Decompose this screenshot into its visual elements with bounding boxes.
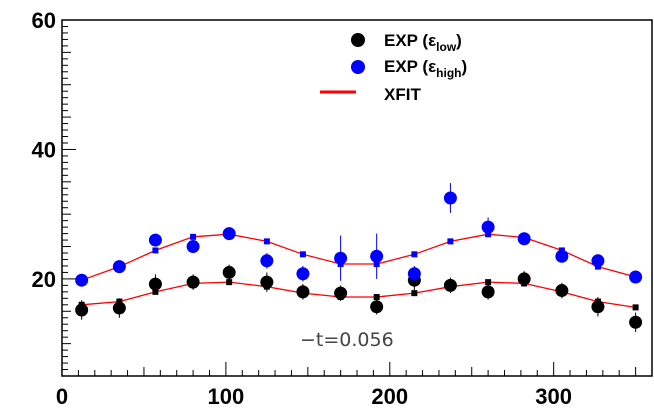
data-point-high	[481, 220, 495, 234]
y-tick-label: 40	[32, 137, 56, 162]
data-point-high	[370, 249, 384, 263]
data-point-low	[334, 286, 348, 300]
legend-label-fit: XFIT	[384, 85, 421, 104]
axes: 0 100 200 300 20 40 60	[32, 8, 653, 409]
data-point-low	[112, 301, 126, 315]
data-point-high	[591, 254, 605, 268]
fit-point-high	[190, 233, 197, 240]
fit-curve-high	[81, 233, 636, 281]
fit-point-high	[299, 251, 306, 258]
fit-point-high	[263, 238, 270, 245]
data-point-low	[296, 285, 310, 299]
fit-curve-low	[81, 281, 636, 309]
legend-label-low: EXP (εlow)	[384, 31, 462, 54]
data-point-low	[260, 275, 274, 289]
data-point-high	[222, 227, 236, 241]
data-point-low	[148, 277, 162, 291]
fit-point-low	[411, 290, 418, 297]
data-point-high	[260, 254, 274, 268]
data-point-low	[517, 272, 531, 286]
data-point-high	[443, 191, 457, 205]
legend-marker-low	[351, 33, 365, 47]
data-point-high	[629, 270, 643, 284]
t-annotation: −t=0.056	[300, 329, 394, 351]
data-point-low	[75, 303, 89, 317]
legend: EXP (εlow) EXP (εhigh) XFIT	[320, 31, 467, 104]
fit-curves	[78, 231, 639, 311]
data-point-low	[186, 275, 200, 289]
x-tick-label: 200	[371, 384, 408, 409]
fit-point-low	[632, 304, 639, 311]
data-point-low	[591, 300, 605, 314]
legend-marker-high	[351, 60, 365, 74]
fit-point-low	[373, 294, 380, 301]
data-point-high	[334, 251, 348, 265]
fit-point-high	[411, 251, 418, 258]
data-point-high	[186, 240, 200, 254]
data-points	[75, 183, 643, 332]
y-tick-label: 20	[32, 267, 56, 292]
legend-label-high: EXP (εhigh)	[384, 57, 467, 80]
data-point-low	[370, 300, 384, 314]
data-point-low	[222, 265, 236, 279]
x-tick-label: 300	[535, 384, 572, 409]
data-point-high	[407, 267, 421, 281]
data-point-high	[296, 267, 310, 281]
fit-point-low	[485, 279, 492, 286]
data-point-low	[629, 315, 643, 329]
data-point-low	[555, 284, 569, 298]
data-point-high	[517, 232, 531, 246]
data-point-high	[555, 249, 569, 263]
fit-point-low	[226, 279, 233, 286]
data-point-high	[75, 273, 89, 287]
y-tick-label: 60	[32, 8, 56, 33]
data-point-high	[112, 260, 126, 274]
x-tick-label: 100	[208, 384, 245, 409]
data-point-high	[148, 233, 162, 247]
fit-point-high	[152, 247, 159, 254]
x-tick-label: 0	[56, 384, 68, 409]
fit-point-high	[447, 238, 454, 245]
data-point-low	[481, 285, 495, 299]
data-point-low	[443, 278, 457, 292]
